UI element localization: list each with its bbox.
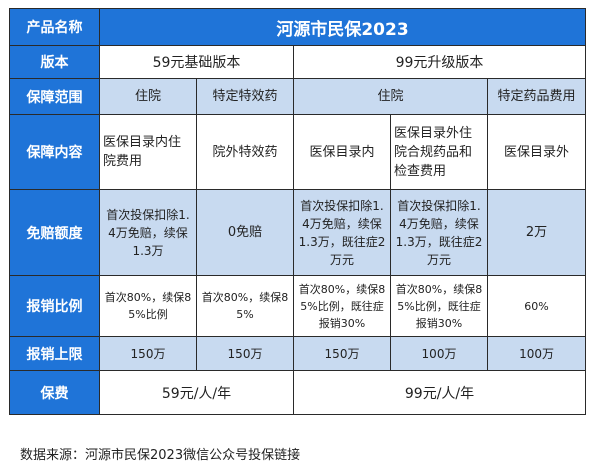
cell-scope-3: 住院 [293,78,488,115]
cell-content-4: 医保目录外住院合规药品和检查费用 [390,114,488,190]
cell-content-5: 医保目录外 [486,114,587,190]
cell-version-upgrade: 99元升级版本 [292,45,587,79]
cell-premium-basic: 59元/人/年 [99,370,294,415]
cell-scope-2: 特定特效药 [196,78,294,115]
cell-premium-upgrade: 99元/人/年 [292,370,587,415]
cell-deductible-2: 0免赔 [196,189,294,276]
table-row-limit: 报销上限 150万 150万 150万 100万 100万 [9,336,587,371]
row-label-deductible: 免赔额度 [9,189,100,276]
row-label-content: 保障内容 [9,114,100,190]
cell-content-1: 医保目录内住院费用 [99,114,197,190]
row-label-scope: 保障范围 [9,78,100,115]
table-row-header: 产品名称 河源市民保2023 [9,8,587,46]
cell-content-3: 医保目录内 [293,114,391,190]
cell-deductible-5: 2万 [486,189,587,276]
cell-limit-3: 150万 [293,336,391,371]
comparison-table: 产品名称 河源市民保2023 版本 59元基础版本 99元升级版本 保障范围 住… [9,8,587,415]
cell-ratio-4: 首次80%，续保85%比例，既往症报销30% [390,275,488,337]
cell-ratio-5: 60% [486,275,587,337]
row-label-version: 版本 [9,45,100,79]
table-row-premium: 保费 59元/人/年 99元/人/年 [9,370,587,415]
cell-version-basic: 59元基础版本 [99,45,294,79]
cell-limit-2: 150万 [196,336,294,371]
cell-limit-1: 150万 [99,336,197,371]
cell-deductible-3: 首次投保扣除1.4万免赔，续保1.3万，既往症2万元 [293,189,391,276]
cell-scope-1: 住院 [99,78,197,115]
data-source-note: 数据来源：河源市民保2023微信公众号投保链接 [20,448,301,463]
row-label-ratio: 报销比例 [9,275,100,337]
cell-limit-5: 100万 [486,336,587,371]
cell-ratio-1: 首次80%，续保85%比例 [99,275,197,337]
table-row-ratio: 报销比例 首次80%，续保85%比例 首次80%，续保85% 首次80%，续保8… [9,275,587,337]
row-label-premium: 保费 [9,370,100,415]
cell-content-2: 院外特效药 [196,114,294,190]
table-title: 河源市民保2023 [98,8,587,46]
table-row-content: 保障内容 医保目录内住院费用 院外特效药 医保目录内 医保目录外住院合规药品和检… [9,114,587,190]
cell-deductible-1: 首次投保扣除1.4万免赔，续保1.3万 [99,189,197,276]
cell-ratio-3: 首次80%，续保85%比例，既往症报销30% [293,275,391,337]
row-label-limit: 报销上限 [9,336,100,371]
table-row-scope: 保障范围 住院 特定特效药 住院 特定药品费用 [9,78,587,115]
cell-scope-5: 特定药品费用 [486,78,587,115]
cell-deductible-4: 首次投保扣除1.4万免赔，续保1.3万，既往症2万元 [390,189,488,276]
row-label-product-name: 产品名称 [9,8,100,46]
comparison-table-container: 产品名称 河源市民保2023 版本 59元基础版本 99元升级版本 保障范围 住… [9,8,587,415]
cell-limit-4: 100万 [390,336,488,371]
table-row-version: 版本 59元基础版本 99元升级版本 [9,45,587,79]
table-row-deductible: 免赔额度 首次投保扣除1.4万免赔，续保1.3万 0免赔 首次投保扣除1.4万免… [9,189,587,276]
cell-ratio-2: 首次80%，续保85% [196,275,294,337]
